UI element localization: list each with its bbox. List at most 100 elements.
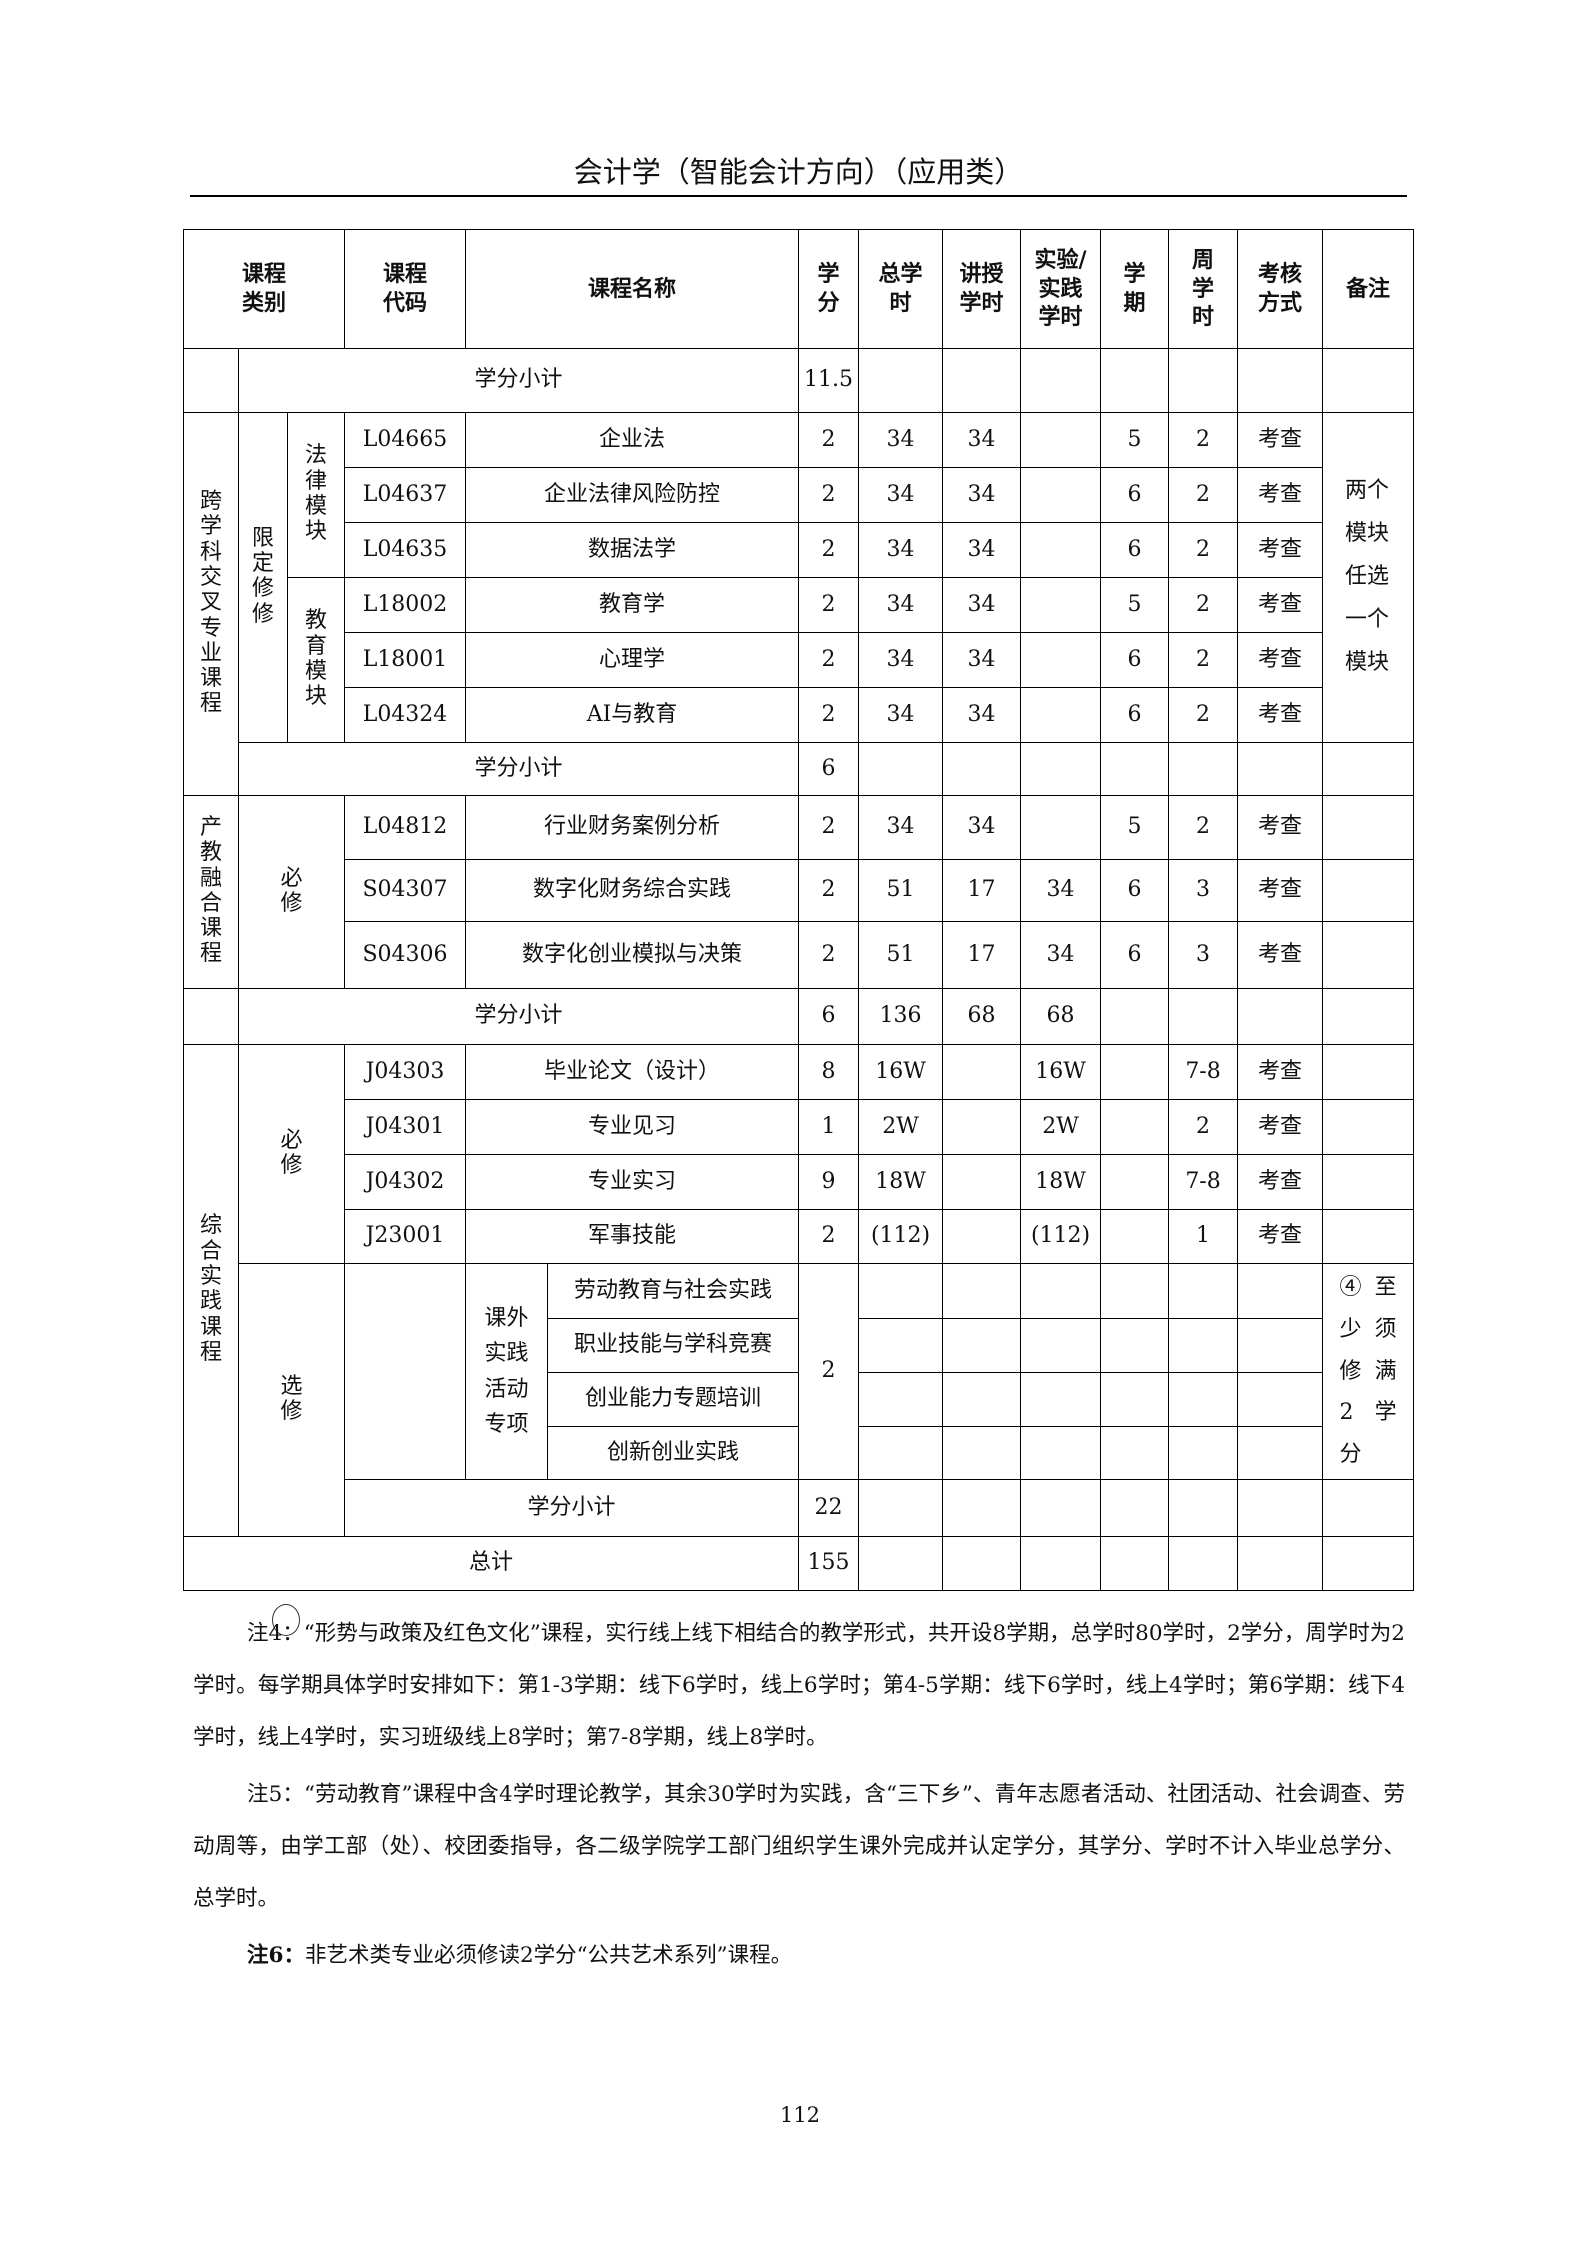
empty-cell: [1322, 742, 1415, 796]
header-category: 课程 类别: [182, 229, 346, 349]
category-practice: 综合实践课程: [183, 1044, 239, 1537]
empty-cell: [942, 1536, 1022, 1591]
course-credit: 2: [798, 632, 860, 688]
table-row: 综合实践课程 必修 J04303 毕业论文（设计） 8 16W 16W 7-8 …: [183, 1044, 1415, 1537]
course-lecture: 34: [942, 467, 1022, 523]
course-term: 6: [1100, 632, 1170, 688]
empty-cell: [1322, 348, 1415, 413]
empty-cell: [1237, 1536, 1324, 1591]
course-term: 6: [1100, 859, 1170, 922]
empty-cell: [942, 1479, 1022, 1537]
course-total: (112): [858, 1209, 944, 1264]
course-weekly: 3: [1168, 921, 1239, 989]
table-row: L04635 数据法学 2 34 34 6 2 考查: [184, 522, 1414, 578]
course-lab: [1020, 687, 1102, 743]
course-credit: 2: [798, 577, 860, 633]
empty-cell: [1100, 1479, 1170, 1537]
course-assessment: 考查: [1237, 522, 1324, 578]
empty-cell: [1168, 742, 1239, 796]
empty-cell: [1168, 1479, 1239, 1537]
empty-cell: [942, 1263, 1022, 1319]
header-lab-hours: 实验/ 实践 学时: [1020, 229, 1102, 349]
title-underline: [190, 195, 1407, 197]
course-lab: 34: [1020, 921, 1102, 989]
empty-cell: [858, 348, 944, 413]
empty-cell: [1020, 1536, 1102, 1591]
empty-cell: [942, 742, 1022, 796]
course-credit: 9: [798, 1154, 860, 1210]
course-assessment: 考查: [1237, 1099, 1324, 1155]
course-name: 行业财务案例分析: [465, 795, 800, 860]
empty-cell: [1168, 348, 1239, 413]
course-credit: 8: [798, 1044, 860, 1100]
course-weekly: 2: [1168, 577, 1239, 633]
course-total: 34: [858, 577, 944, 633]
header-name: 课程名称: [465, 229, 800, 349]
header-weekly-hours: 周 学 时: [1168, 229, 1239, 349]
course-term: [1100, 1209, 1170, 1264]
course-total: 51: [858, 859, 944, 922]
subtotal-credit: 6: [798, 742, 860, 796]
course-weekly: 7-8: [1168, 1044, 1239, 1100]
course-credit: 1: [798, 1099, 860, 1155]
course-total: 51: [858, 921, 944, 989]
course-credit: 2: [798, 522, 860, 578]
empty-cell: [942, 348, 1022, 413]
course-assessment: 考查: [1237, 1209, 1324, 1264]
course-lecture: 17: [942, 921, 1022, 989]
subtotal-label: 学分小计: [344, 1479, 800, 1537]
course-term: 5: [1100, 577, 1170, 633]
type-limited-elective: 限定修修: [238, 412, 288, 743]
course-lab: [1020, 522, 1102, 578]
empty-cell: [1322, 1044, 1415, 1100]
course-code: J23001: [344, 1209, 467, 1264]
course-lab: [1020, 467, 1102, 523]
course-total: 34: [858, 632, 944, 688]
table-row: 教育模块 L18002 教育学 2 34 34 5 2 考查: [184, 577, 1414, 743]
subtotal-credit: 22: [798, 1479, 860, 1537]
course-credit: 2: [798, 859, 860, 922]
course-term: 5: [1100, 795, 1170, 860]
course-weekly: 7-8: [1168, 1154, 1239, 1210]
subtotal-row: 学分小计 22: [184, 1479, 1415, 1537]
course-total: 34: [858, 412, 944, 468]
course-term: 6: [1100, 921, 1170, 989]
course-assessment: 考查: [1237, 577, 1324, 633]
course-lab: [1020, 412, 1102, 468]
elective-item: 创业能力专题培训: [547, 1372, 800, 1427]
course-name: 教育学: [465, 577, 800, 633]
empty-cell: [1322, 1154, 1415, 1210]
header-code: 课程 代码: [344, 229, 467, 349]
course-lecture: 34: [942, 412, 1022, 468]
type-required: 必修: [237, 795, 346, 989]
course-lab: 18W: [1020, 1154, 1102, 1210]
course-weekly: 2: [1168, 522, 1239, 578]
total-row: 总计 155: [182, 1536, 1415, 1591]
course-assessment: 考查: [1237, 1044, 1324, 1100]
course-lecture: [942, 1099, 1022, 1155]
empty-cell: [1020, 348, 1102, 413]
header-assessment: 考核 方式: [1237, 229, 1324, 349]
table-row: S04307 数字化财务综合实践 2 51 17 34 6 3 考查: [184, 859, 1415, 922]
subtotal-row: 学分小计 6: [184, 742, 1415, 796]
subtotal-row: 学分小计 11.5: [183, 348, 1415, 413]
course-total: 34: [858, 522, 944, 578]
course-code: S04306: [344, 921, 467, 989]
course-name: 企业法律风险防控: [465, 467, 800, 523]
course-code: S04307: [344, 859, 467, 922]
course-name: 数字化创业模拟与决策: [465, 921, 800, 989]
empty-cell: [183, 348, 239, 413]
course-weekly: 2: [1168, 467, 1239, 523]
course-credit: 2: [798, 412, 860, 468]
header-lecture-hours: 讲授 学时: [942, 229, 1022, 349]
course-assessment: 考查: [1237, 687, 1324, 743]
empty-cell: [1100, 742, 1170, 796]
empty-cell: [1322, 859, 1415, 922]
course-code: L18002: [344, 577, 467, 633]
empty-cell: [1100, 348, 1170, 413]
course-credit: 2: [798, 1209, 860, 1264]
empty-cell: [1322, 1536, 1415, 1591]
subtotal-credit: 6: [798, 988, 860, 1045]
empty-cell: [1168, 1318, 1239, 1373]
course-total: 2W: [858, 1099, 944, 1155]
